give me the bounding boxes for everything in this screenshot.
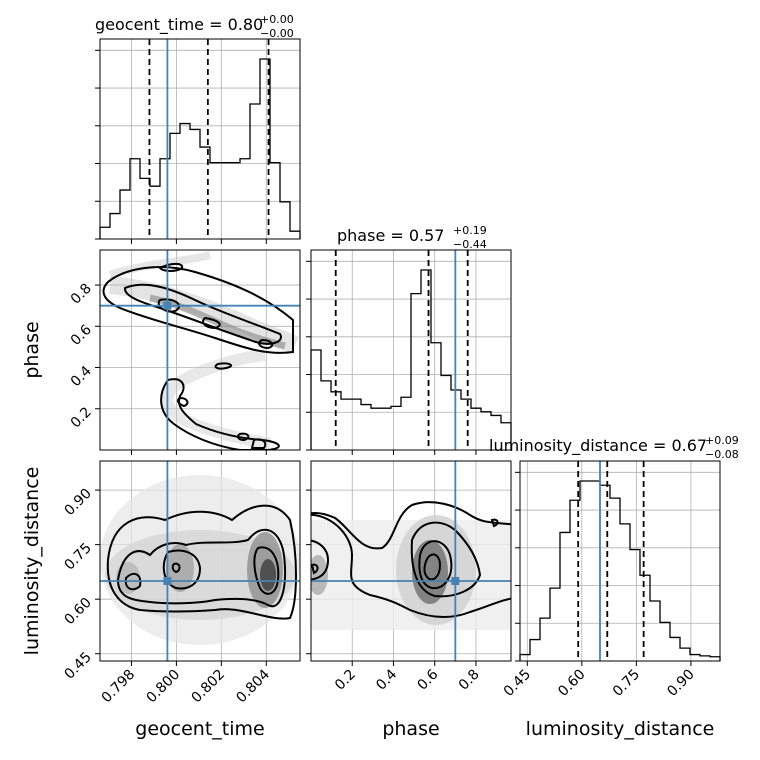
- ylabel-phase: phase: [21, 321, 43, 378]
- xlabel-luminosity-distance: luminosity_distance: [526, 718, 715, 740]
- truth-lines: [100, 39, 601, 661]
- tick-label-luminosity-distance: 0.90: [664, 667, 697, 700]
- svg-text:−0.44: −0.44: [453, 238, 487, 251]
- tick-label-phase: 0.6: [414, 666, 441, 693]
- panel-frame: [310, 460, 512, 662]
- density-geocent-dist: [100, 475, 300, 645]
- tick-label-phase: 0.6: [68, 322, 95, 349]
- tick-label-phase: 0.4: [373, 666, 400, 693]
- tick-label-luminosity-distance: 0.45: [501, 667, 534, 700]
- title-geocent-time: geocent_time = 0.80 +0.00 −0.00: [95, 13, 294, 40]
- svg-text:−0.08: −0.08: [705, 448, 739, 461]
- tick-label-phase: 0.4: [68, 363, 95, 390]
- truth-marker: [451, 577, 460, 585]
- truth-marker: [163, 301, 172, 310]
- svg-text:−0.00: −0.00: [260, 27, 294, 40]
- panel-dist-vs-phase: [311, 501, 511, 630]
- xlabel-phase: phase: [382, 718, 439, 740]
- contours-phase-dist: [311, 501, 511, 618]
- panel-dist-vs-geocent: [100, 475, 300, 645]
- svg-text:+0.09: +0.09: [705, 434, 739, 447]
- svg-text:+0.00: +0.00: [260, 13, 294, 26]
- tick-label-phase: 0.8: [68, 281, 95, 308]
- axes-frames: [99, 38, 721, 662]
- title-phase: phase = 0.57 +0.19 −0.44: [337, 224, 487, 251]
- histogram-geocent-time: [99, 58, 301, 239]
- svg-text:+0.19: +0.19: [453, 224, 487, 237]
- svg-text:geocent_time = 0.80: geocent_time = 0.80: [95, 15, 263, 35]
- histogram-luminosity-distance: [519, 480, 721, 661]
- tick-label-luminosity-distance: 0.75: [61, 540, 94, 573]
- tick-label-luminosity-distance: 0.45: [61, 649, 94, 682]
- tick-label-geocent-time: 0.804: [233, 666, 273, 706]
- tick-label-phase: 0.2: [68, 404, 95, 431]
- title-luminosity-distance: luminosity_distance = 0.67 +0.09 −0.08: [489, 434, 739, 461]
- density-geocent-phase: [108, 251, 299, 450]
- xlabel-geocent-time: geocent_time: [135, 718, 264, 740]
- tick-label-phase: 0.2: [332, 667, 359, 694]
- tick-label-geocent-time: 0.800: [144, 667, 184, 707]
- histogram-phase: [310, 269, 512, 450]
- ylabel-luminosity-distance: luminosity_distance: [21, 467, 43, 656]
- panel-frame: [99, 460, 301, 662]
- contours-geocent-phase: [102, 262, 294, 450]
- tick-label-phase: 0.8: [456, 667, 483, 694]
- tick-label-luminosity-distance: 0.75: [610, 667, 643, 700]
- svg-text:luminosity_distance = 0.67: luminosity_distance = 0.67: [489, 436, 707, 456]
- tick-label-geocent-time: 0.802: [189, 667, 229, 707]
- quantile-lines: [148, 39, 645, 661]
- tick-label-luminosity-distance: 0.60: [555, 667, 588, 700]
- histograms: [99, 58, 721, 661]
- tick-label-luminosity-distance: 0.60: [61, 595, 94, 628]
- panel-frame: [99, 249, 301, 451]
- truth-marker: [163, 577, 172, 585]
- panel-frame: [310, 249, 512, 451]
- tick-label-luminosity-distance: 0.90: [61, 486, 94, 519]
- svg-text:phase = 0.57: phase = 0.57: [337, 226, 444, 245]
- tick-label-geocent-time: 0.798: [99, 667, 139, 707]
- panel-frame: [519, 460, 721, 662]
- panel-frame: [99, 38, 301, 240]
